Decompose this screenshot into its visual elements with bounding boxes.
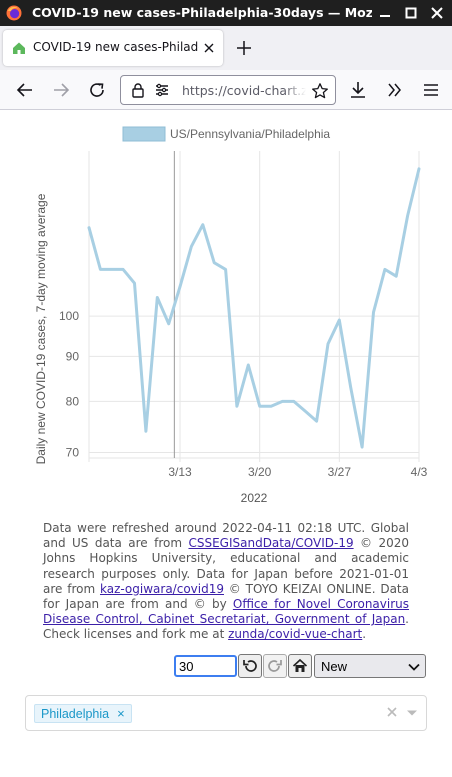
lock-icon[interactable] (130, 82, 146, 98)
attribution-text-5: . (362, 627, 367, 642)
home-button[interactable] (288, 654, 312, 678)
data-point[interactable] (416, 166, 422, 172)
data-point[interactable] (405, 213, 411, 219)
bookmark-star-icon[interactable] (311, 82, 329, 100)
x-tick-label: 3/13 (168, 465, 192, 479)
data-point[interactable] (188, 243, 194, 249)
data-point[interactable] (177, 284, 183, 290)
data-point[interactable] (348, 384, 354, 390)
y-tick-label: 100 (59, 309, 79, 323)
link-cssegis[interactable]: CSSEGISandData/COVID-19 (188, 536, 354, 551)
attribution-text-2: © 2020 Johns Hopkins University, educati… (43, 536, 409, 596)
navigation-toolbar: https://covid-chart.zunda.ninja (0, 70, 452, 110)
legend-label[interactable]: US/Pennsylvania/Philadelphia (170, 127, 330, 141)
tab-covid-chart[interactable]: COVID-19 new cases-Philadelphia-30days (3, 30, 223, 66)
url-text[interactable]: https://covid-chart.zunda.ninja (182, 83, 306, 98)
page-content: US/Pennsylvania/Philadelphia Daily new C… (0, 111, 452, 777)
region-chip-label: Philadelphia (41, 707, 110, 721)
window-titlebar: COVID-19 new cases-Philadelphia-30days —… (0, 0, 452, 26)
data-point[interactable] (86, 225, 92, 231)
region-multiselect[interactable]: Philadelphia × (25, 695, 427, 731)
data-point[interactable] (382, 266, 388, 272)
new-tab-icon[interactable] (234, 38, 254, 58)
undo-icon (243, 660, 257, 672)
x-axis-title: 2022 (241, 491, 268, 505)
days-input[interactable] (174, 655, 237, 677)
x-tick-label: 4/3 (411, 465, 428, 479)
data-point[interactable] (359, 444, 365, 450)
permissions-icon[interactable] (154, 82, 170, 98)
address-bar[interactable]: https://covid-chart.zunda.ninja (120, 75, 336, 105)
x-tick-label: 3/27 (328, 465, 352, 479)
data-point[interactable] (393, 273, 399, 279)
data-point[interactable] (268, 403, 274, 409)
tab-strip: COVID-19 new cases-Philadelphia-30days (0, 26, 452, 70)
data-point[interactable] (200, 222, 206, 228)
y-axis-title: Daily new COVID-19 cases, 7-day moving a… (34, 193, 48, 464)
reload-icon[interactable] (87, 80, 107, 100)
maximize-icon[interactable] (402, 4, 420, 22)
back-icon[interactable] (15, 80, 35, 100)
y-tick-label: 70 (66, 445, 80, 459)
home-favicon-icon (13, 42, 25, 54)
data-point[interactable] (154, 295, 160, 301)
link-covid-vue-chart[interactable]: zunda/covid-vue-chart (228, 627, 363, 642)
data-point[interactable] (325, 341, 331, 347)
chevron-down-icon (408, 663, 420, 671)
redo-icon (268, 660, 282, 672)
minimize-icon[interactable] (376, 4, 394, 22)
x-tick-label: 3/20 (248, 465, 272, 479)
data-point[interactable] (97, 266, 103, 272)
close-window-icon[interactable] (428, 4, 446, 22)
data-point[interactable] (245, 362, 251, 368)
y-tick-label: 90 (66, 349, 80, 363)
redo-button[interactable] (263, 654, 287, 678)
data-point[interactable] (257, 403, 263, 409)
data-point[interactable] (291, 398, 297, 404)
data-point[interactable] (234, 403, 240, 409)
attribution-text-1: Data were refreshed around 2022-04-11 02… (43, 521, 409, 551)
y-tick-label: 80 (66, 394, 80, 408)
data-point[interactable] (132, 280, 138, 286)
link-kaz-ogiwara[interactable]: kaz-ogiwara/covid19 (99, 581, 224, 596)
data-point[interactable] (109, 266, 115, 272)
data-point[interactable] (120, 266, 126, 272)
data-point[interactable] (314, 418, 320, 424)
tab-label: COVID-19 new cases-Philadelphia-30days (33, 40, 199, 54)
data-point[interactable] (302, 408, 308, 414)
series-line-philadelphia[interactable] (87, 167, 421, 449)
data-point[interactable] (211, 260, 217, 266)
metric-select-value: New (321, 659, 348, 674)
attribution-text-3: © TOYO KEIZAI ONLINE. Data for Japan are… (43, 581, 409, 612)
data-point[interactable] (223, 266, 229, 272)
close-tab-icon[interactable] (201, 40, 217, 56)
undo-button[interactable] (238, 654, 262, 678)
cases-chart: US/Pennsylvania/Philadelphia Daily new C… (34, 126, 428, 505)
data-point[interactable] (336, 317, 342, 323)
home-icon (292, 658, 308, 672)
overflow-chevron-icon[interactable] (385, 80, 405, 100)
data-point[interactable] (166, 321, 172, 327)
firefox-icon (6, 5, 22, 21)
region-chip: Philadelphia × (34, 704, 132, 723)
clear-all-icon[interactable] (385, 705, 399, 719)
dropdown-arrow-icon[interactable] (406, 707, 418, 719)
downloads-icon[interactable] (348, 80, 368, 100)
hamburger-menu-icon[interactable] (421, 80, 441, 100)
metric-select[interactable]: New (314, 654, 426, 678)
forward-icon[interactable] (51, 80, 71, 100)
remove-region-icon[interactable]: × (117, 706, 125, 721)
data-point[interactable] (143, 428, 149, 434)
window-title: COVID-19 new cases-Philadelphia-30days —… (32, 5, 372, 20)
data-attribution: Data were refreshed around 2022-04-11 02… (43, 521, 409, 643)
data-point[interactable] (279, 398, 285, 404)
link-japan-office[interactable]: Office for Novel Coronavirus Disease Con… (43, 597, 410, 627)
data-point[interactable] (371, 309, 377, 315)
attribution-text-4: . Check licenses and fork me at (43, 612, 409, 642)
legend-swatch[interactable] (122, 126, 166, 142)
